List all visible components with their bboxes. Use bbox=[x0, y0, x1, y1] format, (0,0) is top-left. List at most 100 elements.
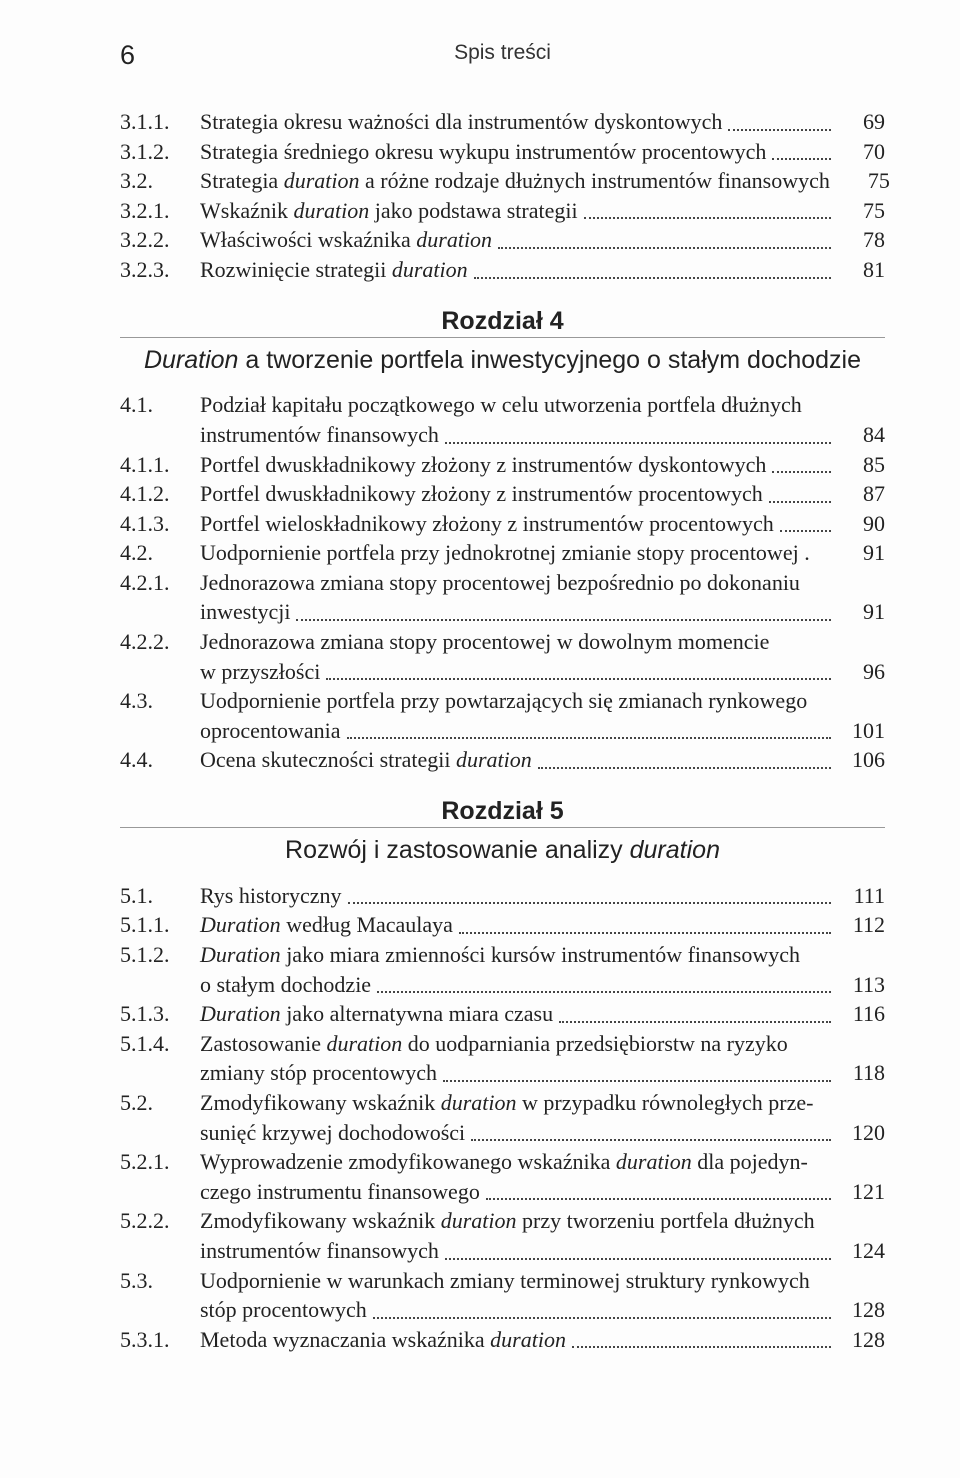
toc-entry-text: w przyszłości bbox=[200, 658, 320, 687]
toc-entry-text: Uodpornienie w warunkach zmiany terminow… bbox=[200, 1267, 810, 1296]
toc-entry-number: 4.2.1. bbox=[120, 569, 200, 598]
toc-entry-page: 70 bbox=[837, 138, 885, 167]
toc-entry-number: 5.2. bbox=[120, 1089, 200, 1118]
toc-entry-page: 111 bbox=[837, 882, 885, 911]
toc-leader-dots bbox=[459, 931, 831, 934]
running-head: Spis treści bbox=[120, 40, 885, 65]
toc-entry-text: Duration według Macaulaya bbox=[200, 911, 453, 940]
toc-entry-number: 3.2.1. bbox=[120, 197, 200, 226]
toc-entry-text: Zmodyfikowany wskaźnik duration w przypa… bbox=[200, 1089, 813, 1118]
toc-entry-page: 69 bbox=[837, 108, 885, 137]
toc-entry: 5.2.2.Zmodyfikowany wskaźnik duration pr… bbox=[120, 1207, 885, 1236]
toc-entry-text: Właściwości wskaźnika duration bbox=[200, 226, 492, 255]
toc-entry-text: Portfel dwuskładnikowy złożony z instrum… bbox=[200, 451, 766, 480]
toc-entry-page: 75 bbox=[842, 167, 890, 196]
toc-entry-page: 85 bbox=[837, 451, 885, 480]
toc-entry: 5.3.1.Metoda wyznaczania wskaźnika durat… bbox=[120, 1326, 885, 1355]
toc-entry: 5.1.4.Zastosowanie duration do uodparnia… bbox=[120, 1030, 885, 1059]
toc-entry-number: 4.2.2. bbox=[120, 628, 200, 657]
toc-entry-continuation: sunięć krzywej dochodowości120 bbox=[120, 1119, 885, 1148]
toc-entry-page: 75 bbox=[837, 197, 885, 226]
toc-entry-number: 3.2. bbox=[120, 167, 200, 196]
toc-leader-dots bbox=[728, 128, 831, 131]
toc-entry-page: 87 bbox=[837, 480, 885, 509]
toc-entry: 3.2.3.Rozwinięcie strategii duration 81 bbox=[120, 256, 885, 285]
toc-section-4: 4.1.Podział kapitału początkowego w celu… bbox=[120, 391, 885, 775]
toc-entry-text: Zmodyfikowany wskaźnik duration przy two… bbox=[200, 1207, 815, 1236]
toc-entry-text: Rozwinięcie strategii duration bbox=[200, 256, 468, 285]
page-number: 6 bbox=[120, 40, 135, 71]
toc-entry-page: 81 bbox=[837, 256, 885, 285]
toc-entry: 3.2.2.Właściwości wskaźnika duration78 bbox=[120, 226, 885, 255]
toc-entry: 5.1.1.Duration według Macaulaya112 bbox=[120, 911, 885, 940]
toc-leader-dots bbox=[498, 246, 831, 249]
toc-leader-dots bbox=[348, 901, 832, 904]
toc-entry-page: 128 bbox=[837, 1296, 885, 1325]
toc-entry: 4.4.Ocena skuteczności strategii duratio… bbox=[120, 746, 885, 775]
toc-leader-dots bbox=[559, 1020, 831, 1023]
toc-entry: 5.1.2.Duration jako miara zmienności kur… bbox=[120, 941, 885, 970]
toc-entry: 4.2.1.Jednorazowa zmiana stopy procentow… bbox=[120, 569, 885, 598]
toc-entry-continuation: zmiany stóp procentowych118 bbox=[120, 1059, 885, 1088]
toc-entry-text: Duration jako alternatywna miara czasu bbox=[200, 1000, 553, 1029]
toc-entry-text: Zastosowanie duration do uodparniania pr… bbox=[200, 1030, 788, 1059]
toc-entry-text: inwestycji bbox=[200, 598, 290, 627]
toc-entry-number: 4.4. bbox=[120, 746, 200, 775]
toc-entry: 4.1.3.Portfel wieloskładnikowy złożony z… bbox=[120, 510, 885, 539]
toc-entry: 4.2.2.Jednorazowa zmiana stopy procentow… bbox=[120, 628, 885, 657]
toc-entry-page: 96 bbox=[837, 658, 885, 687]
toc-leader-dots bbox=[572, 1345, 831, 1348]
toc-entry-text: Portfel dwuskładnikowy złożony z instrum… bbox=[200, 480, 763, 509]
toc-entry-continuation: instrumentów finansowych124 bbox=[120, 1237, 885, 1266]
toc-entry-text: Portfel wieloskładnikowy złożony z instr… bbox=[200, 510, 774, 539]
chapter-5-subtitle: Rozwój i zastosowanie analizy duration bbox=[120, 827, 885, 868]
toc-entry-text: oprocentowania bbox=[200, 717, 341, 746]
toc-leader-dots bbox=[474, 276, 831, 279]
toc-entry-continuation: oprocentowania 101 bbox=[120, 717, 885, 746]
toc-entry: 4.2.Uodpornienie portfela przy jednokrot… bbox=[120, 539, 885, 568]
toc-entry-text: Metoda wyznaczania wskaźnika duration bbox=[200, 1326, 566, 1355]
toc-entry-continuation: czego instrumentu finansowego121 bbox=[120, 1178, 885, 1207]
toc-leader-dots bbox=[772, 157, 831, 160]
toc-entry-number: 4.3. bbox=[120, 687, 200, 716]
toc-entry-text: Wskaźnik duration jako podstawa strategi… bbox=[200, 197, 578, 226]
toc-entry: 4.1.Podział kapitału początkowego w celu… bbox=[120, 391, 885, 420]
toc-entry: 5.3.Uodpornienie w warunkach zmiany term… bbox=[120, 1267, 885, 1296]
toc-entry-number: 3.2.2. bbox=[120, 226, 200, 255]
toc-entry-number: 3.2.3. bbox=[120, 256, 200, 285]
toc-entry: 3.1.2.Strategia średniego okresu wykupu … bbox=[120, 138, 885, 167]
toc-leader-dots bbox=[769, 500, 831, 503]
toc-leader-dots bbox=[326, 677, 831, 680]
toc-entry: 3.2.1.Wskaźnik duration jako podstawa st… bbox=[120, 197, 885, 226]
toc-entry-text: Jednorazowa zmiana stopy procentowej bez… bbox=[200, 569, 800, 598]
toc-entry-text: zmiany stóp procentowych bbox=[200, 1059, 437, 1088]
toc-entry: 3.1.1.Strategia okresu ważności dla inst… bbox=[120, 108, 885, 137]
toc-leader-dots bbox=[538, 766, 831, 769]
page-header: 6 Spis treści bbox=[120, 40, 885, 100]
toc-entry-number: 5.2.1. bbox=[120, 1148, 200, 1177]
toc-entry-page: 120 bbox=[837, 1119, 885, 1148]
toc-entry: 4.3.Uodpornienie portfela przy powtarzaj… bbox=[120, 687, 885, 716]
toc-entry-text: instrumentów finansowych bbox=[200, 421, 439, 450]
toc-entry-text: Rys historyczny bbox=[200, 882, 342, 911]
toc-entry-page: 101 bbox=[837, 717, 885, 746]
toc-entry-text: Duration jako miara zmienności kursów in… bbox=[200, 941, 800, 970]
toc-entry: 4.1.2.Portfel dwuskładnikowy złożony z i… bbox=[120, 480, 885, 509]
toc-entry: 5.1.3.Duration jako alternatywna miara c… bbox=[120, 1000, 885, 1029]
toc-leader-dots bbox=[296, 618, 831, 621]
toc-entry-page: 84 bbox=[837, 421, 885, 450]
toc-leader-dots bbox=[584, 216, 831, 219]
toc-entry-continuation: instrumentów finansowych 84 bbox=[120, 421, 885, 450]
toc-leader-dots bbox=[373, 1316, 831, 1319]
toc-entry-text: czego instrumentu finansowego bbox=[200, 1178, 480, 1207]
toc-entry: 5.2.1.Wyprowadzenie zmodyfikowanego wska… bbox=[120, 1148, 885, 1177]
toc-entry-page: 116 bbox=[837, 1000, 885, 1029]
toc-entry-page: 124 bbox=[837, 1237, 885, 1266]
toc-leader-dots bbox=[445, 1257, 831, 1260]
toc-entry-page: 112 bbox=[837, 911, 885, 940]
toc-entry-page: 113 bbox=[837, 971, 885, 1000]
toc-section-5: 5.1.Rys historyczny1115.1.1.Duration wed… bbox=[120, 882, 885, 1355]
toc-leader-dots bbox=[816, 561, 831, 562]
chapter-4-label: Rozdział 4 bbox=[120, 307, 885, 336]
toc-entry-text: Strategia okresu ważności dla instrument… bbox=[200, 108, 722, 137]
